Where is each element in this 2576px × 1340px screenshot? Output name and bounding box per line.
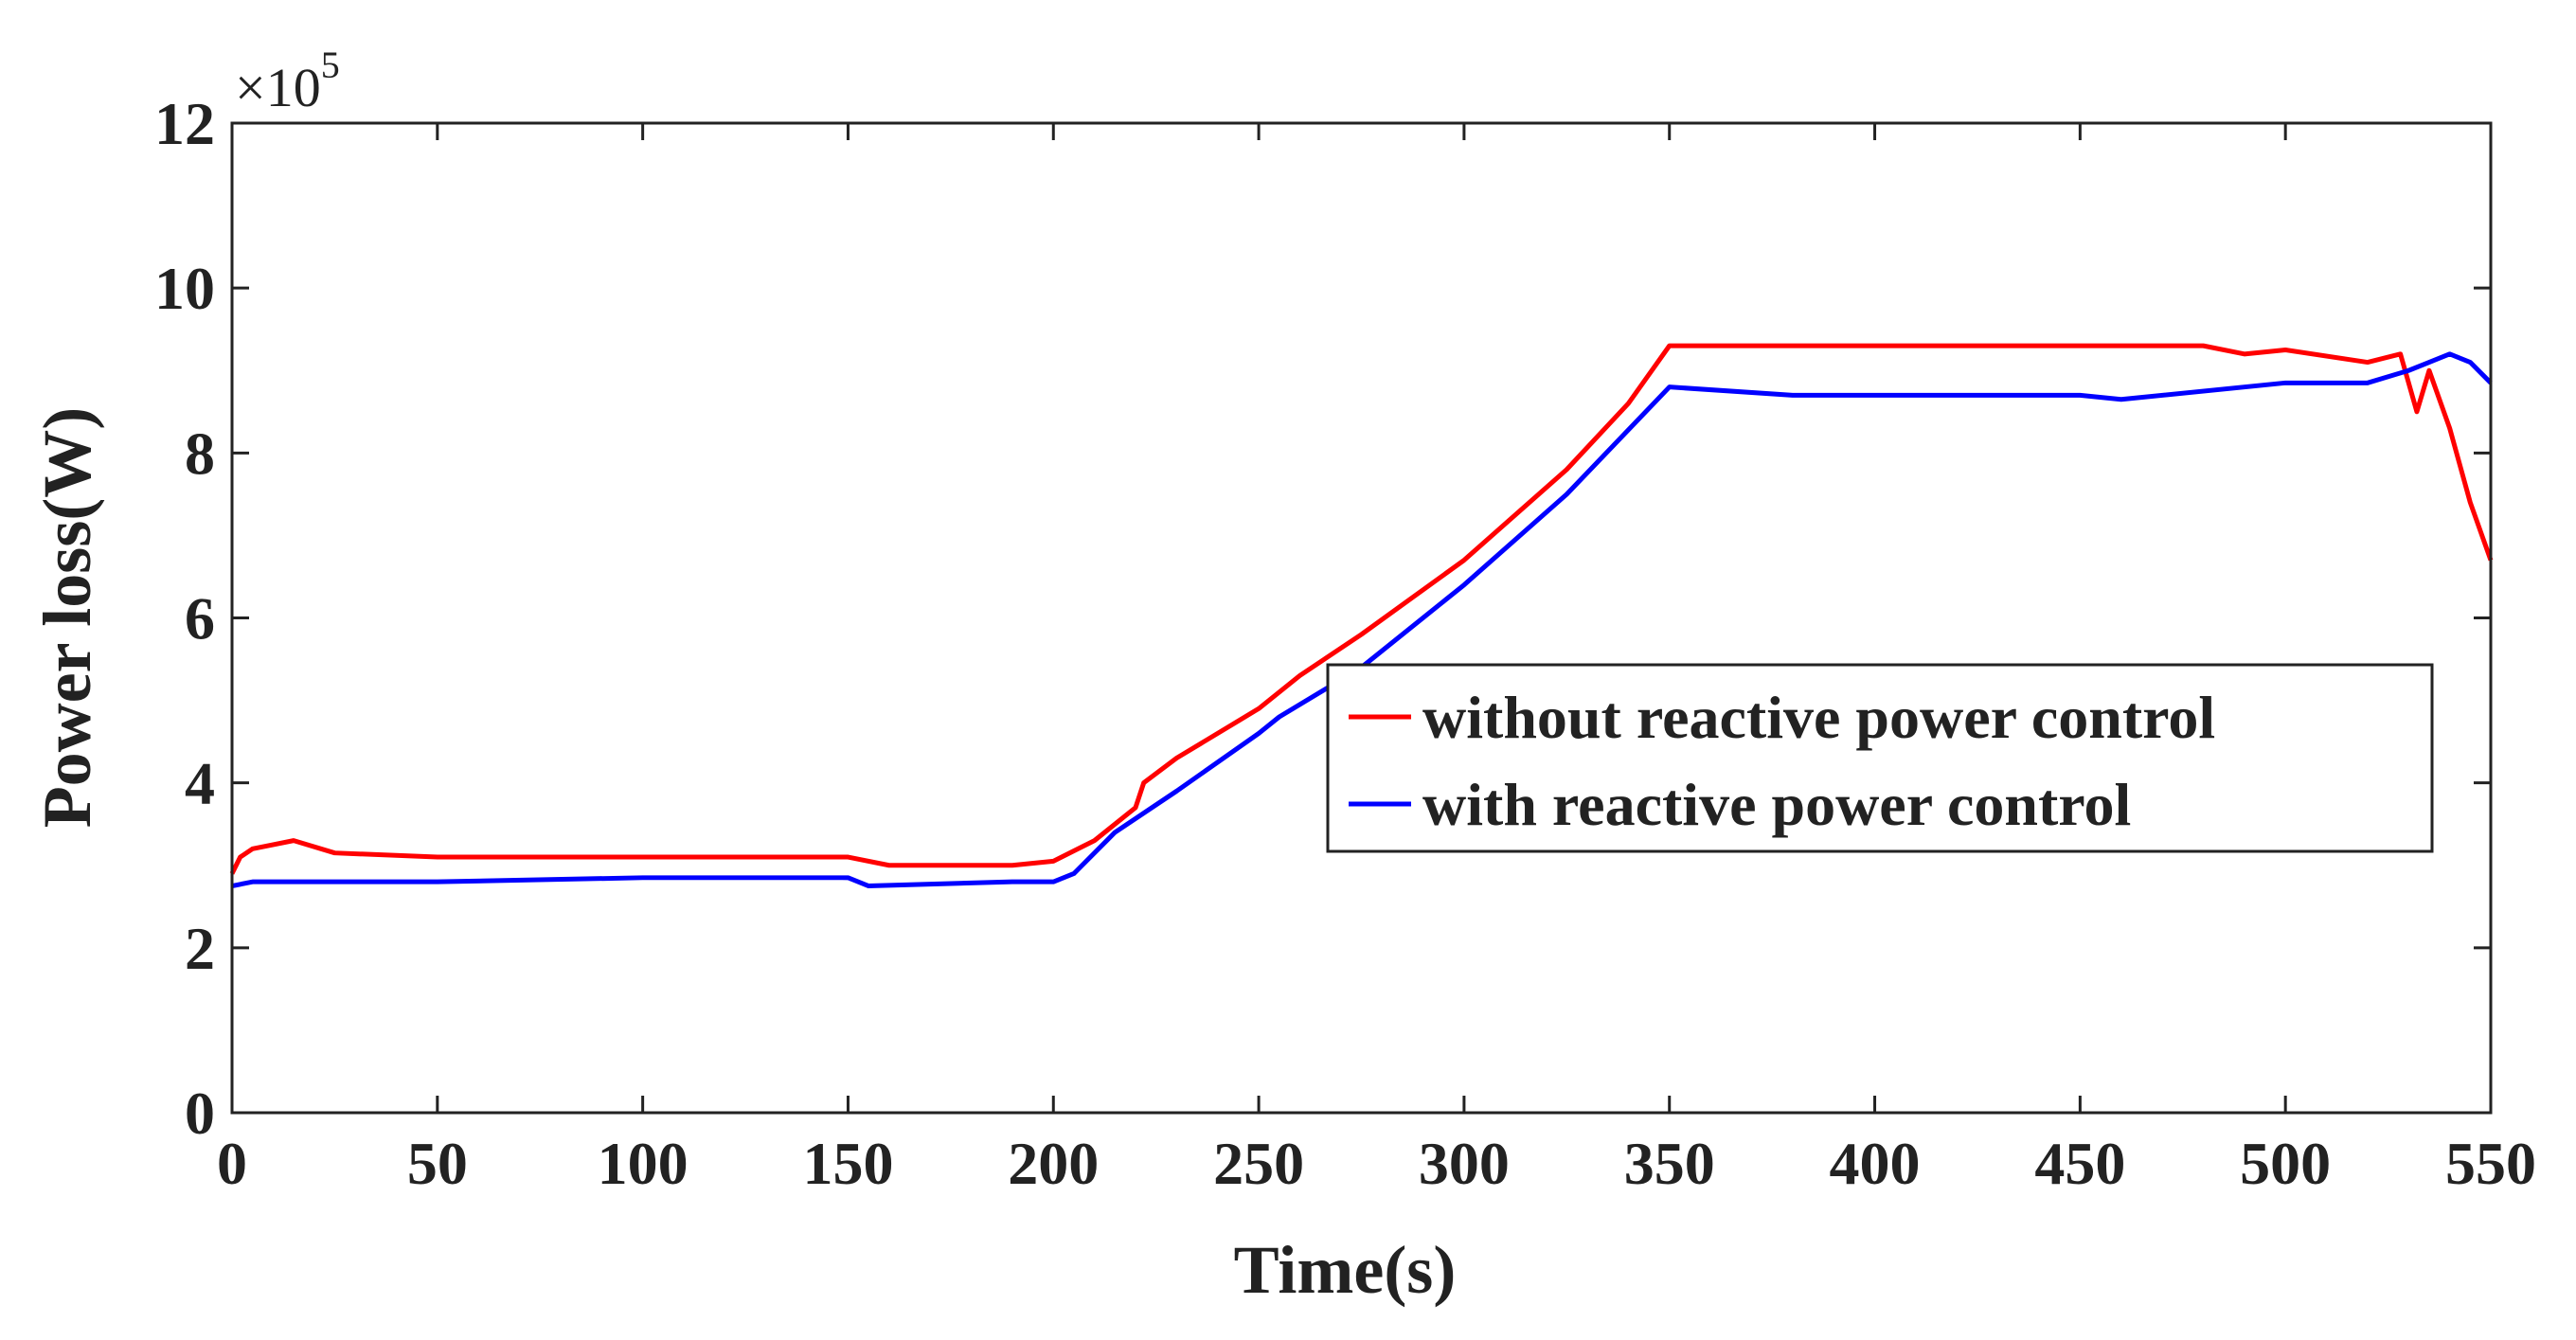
x-tick-label: 0 [217,1130,247,1197]
x-tick-label: 400 [1830,1130,1921,1197]
y-tick-label: 10 [154,255,215,322]
x-tick-label: 150 [802,1130,893,1197]
x-tick-label: 450 [2034,1130,2125,1197]
x-tick-label: 250 [1213,1130,1304,1197]
x-tick-label: 350 [1624,1130,1715,1197]
y-tick-label: 2 [185,915,215,982]
legend-label: without reactive power control [1422,684,2215,751]
y-tick-label: 4 [185,750,215,817]
series-line [231,351,2493,889]
y-tick-label: 6 [185,585,215,652]
x-tick-label: 50 [407,1130,468,1197]
legend-box [1326,663,2434,853]
x-tick-label: 550 [2445,1130,2536,1197]
y-multiplier: ×105 [235,44,340,118]
y-tick-label: 12 [154,90,215,157]
y-tick-label: 0 [185,1080,215,1147]
y-axis-label: Power loss(W) [29,407,105,829]
x-tick-label: 300 [1419,1130,1510,1197]
x-tick-label: 200 [1008,1130,1099,1197]
x-tick-label: 500 [2240,1130,2331,1197]
plot-frame [230,121,2493,1115]
y-tick-label: 8 [185,420,215,487]
series-line [229,343,2494,875]
y-multiplier-exponent: 5 [321,44,340,86]
legend-label: with reactive power control [1422,771,2131,838]
x-tick-label: 100 [598,1130,689,1197]
y-multiplier-base: ×10 [235,57,321,118]
x-axis-label: Time(s) [1234,1232,1457,1308]
